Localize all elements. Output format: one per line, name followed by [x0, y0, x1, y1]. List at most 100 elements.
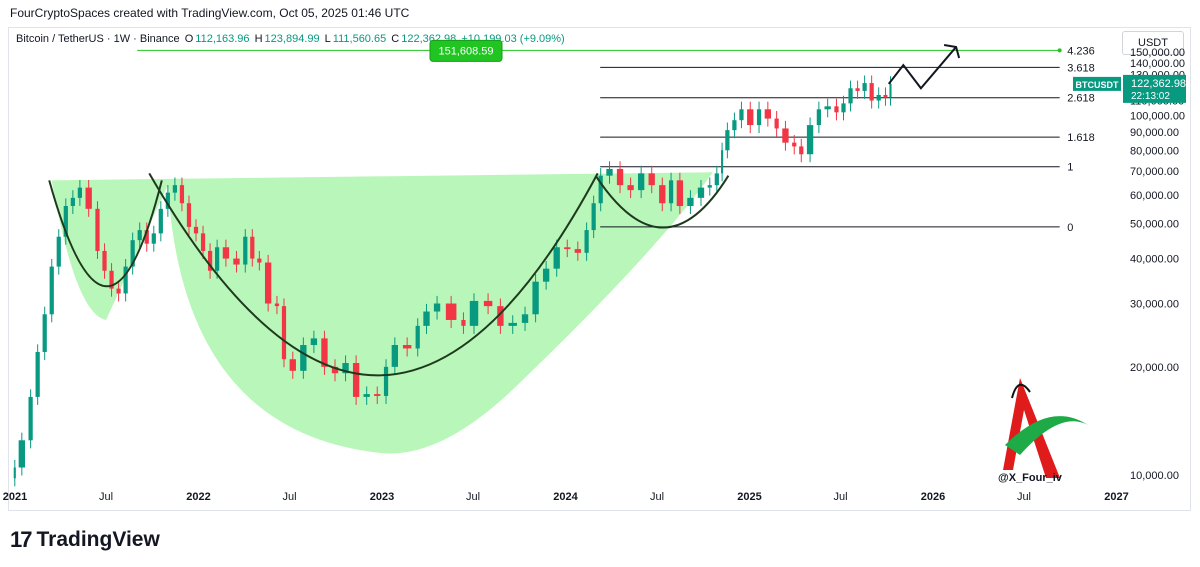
candle-body — [77, 187, 82, 198]
pattern-arc — [594, 175, 730, 229]
candle-body — [553, 247, 560, 269]
candle-body — [824, 106, 831, 110]
candle-body — [445, 303, 457, 320]
candle-body — [28, 396, 33, 441]
candle-body — [591, 203, 596, 231]
fib-anchor-dot — [1057, 48, 1062, 53]
candle-body — [116, 288, 121, 294]
candle-body — [687, 197, 694, 207]
time-axis[interactable]: 2021 Jul 2022 Jul 2023 Jul 2024 Jul 2025 Jul 2026 J… — [3, 491, 1129, 503]
price-tick-label: 50,000.00 — [1130, 219, 1179, 231]
price-tick-label: 20,000.00 — [1130, 362, 1179, 374]
tv-logo-icon: 17 — [10, 527, 33, 552]
candle-body — [207, 250, 213, 271]
candle-body — [659, 185, 666, 204]
candle-body — [222, 247, 230, 259]
last-price-tag — [1123, 74, 1186, 103]
time-tick-label: Jul — [1017, 491, 1031, 503]
candle-body — [158, 208, 163, 234]
price-tick-label: 80,000.00 — [1130, 145, 1179, 157]
tradingview-logo[interactable]: 17 TradingView — [10, 527, 160, 553]
candle-body — [109, 270, 114, 289]
brand-name: TradingView — [36, 528, 160, 551]
candle-body — [363, 394, 370, 397]
candle-body — [725, 130, 730, 151]
candle-body — [423, 311, 430, 326]
candle-body — [274, 303, 280, 307]
candle-body — [123, 266, 128, 294]
candle-body — [616, 168, 624, 186]
candle-body — [721, 150, 724, 174]
low-label: L — [324, 33, 331, 45]
candle-body — [352, 362, 360, 397]
candle-body — [56, 236, 61, 267]
candle-body — [374, 394, 381, 396]
time-tick-label: Jul — [466, 491, 480, 503]
symbol-tag-label: BTCUSDT — [1076, 80, 1119, 90]
time-tick-label: Jul — [99, 491, 113, 503]
candle-body — [321, 338, 328, 367]
fib-label: 2.618 — [1067, 93, 1095, 105]
candle-body — [95, 208, 100, 251]
target-price-label: 151,608.59 — [438, 45, 493, 57]
candle-body — [35, 351, 40, 397]
candle-body — [179, 185, 185, 204]
candle-body — [756, 109, 762, 126]
candle-body — [18, 440, 25, 468]
candle-body — [739, 109, 744, 121]
candle-body — [172, 185, 178, 193]
price-tick-label: 40,000.00 — [1130, 254, 1179, 266]
candle-body — [848, 88, 853, 104]
candle-body — [816, 109, 821, 126]
candle-body — [200, 233, 206, 251]
candle-body — [193, 226, 199, 234]
pattern-arc — [148, 172, 599, 377]
candle-body — [186, 203, 192, 227]
time-tick-label: Jul — [833, 491, 847, 503]
symbol-tag — [1073, 76, 1121, 91]
price-tick-label: 60,000.00 — [1130, 190, 1179, 202]
time-tick-label: 2022 — [186, 491, 210, 503]
candle-body — [342, 362, 349, 374]
candle-body — [876, 94, 881, 101]
candle-body — [483, 300, 493, 307]
price-axis[interactable]: 150,000.00140,000.00130,000.00120,000.00… — [1130, 47, 1185, 482]
candle-body — [469, 300, 479, 326]
projection-path — [887, 46, 957, 90]
candle-body — [764, 109, 772, 119]
candle-body — [862, 83, 867, 91]
candle-body — [889, 83, 892, 98]
candle-body — [257, 258, 262, 263]
candle-body — [331, 366, 339, 374]
candle-body — [215, 247, 220, 271]
candle-body — [289, 359, 296, 371]
candle-body — [584, 230, 589, 253]
fib-label: 1 — [1067, 162, 1073, 174]
candle-body — [799, 146, 804, 155]
countdown-label: 22:13:02 — [1131, 91, 1170, 102]
candle-body — [648, 173, 655, 186]
candle-body — [250, 236, 255, 259]
candle-body — [668, 180, 674, 204]
candle-body — [841, 103, 846, 113]
candle-body — [281, 306, 287, 360]
candle-body — [233, 258, 240, 265]
candle-body — [63, 206, 68, 237]
symbol-label[interactable]: Bitcoin / TetherUS · 1W · Binance — [16, 33, 180, 45]
price-tick-label: 140,000.00 — [1130, 58, 1185, 70]
candle-body — [574, 249, 581, 253]
pattern-arcs — [48, 43, 961, 377]
candle-body — [542, 268, 550, 282]
currency-selector[interactable]: USDT — [1122, 31, 1184, 55]
candle-body — [627, 185, 634, 191]
fib-label: 1.618 — [1067, 132, 1095, 144]
time-tick-label: Jul — [650, 491, 664, 503]
candle-body — [415, 325, 420, 349]
fib-levels: 4.236 3.618 2.618 1.618 1 0 — [137, 45, 1095, 234]
candle-body — [383, 366, 389, 396]
candle-body — [70, 197, 75, 207]
low-value: 111,560.65 — [332, 33, 387, 45]
attribution: FourCryptoSpaces created with TradingVie… — [10, 6, 410, 20]
